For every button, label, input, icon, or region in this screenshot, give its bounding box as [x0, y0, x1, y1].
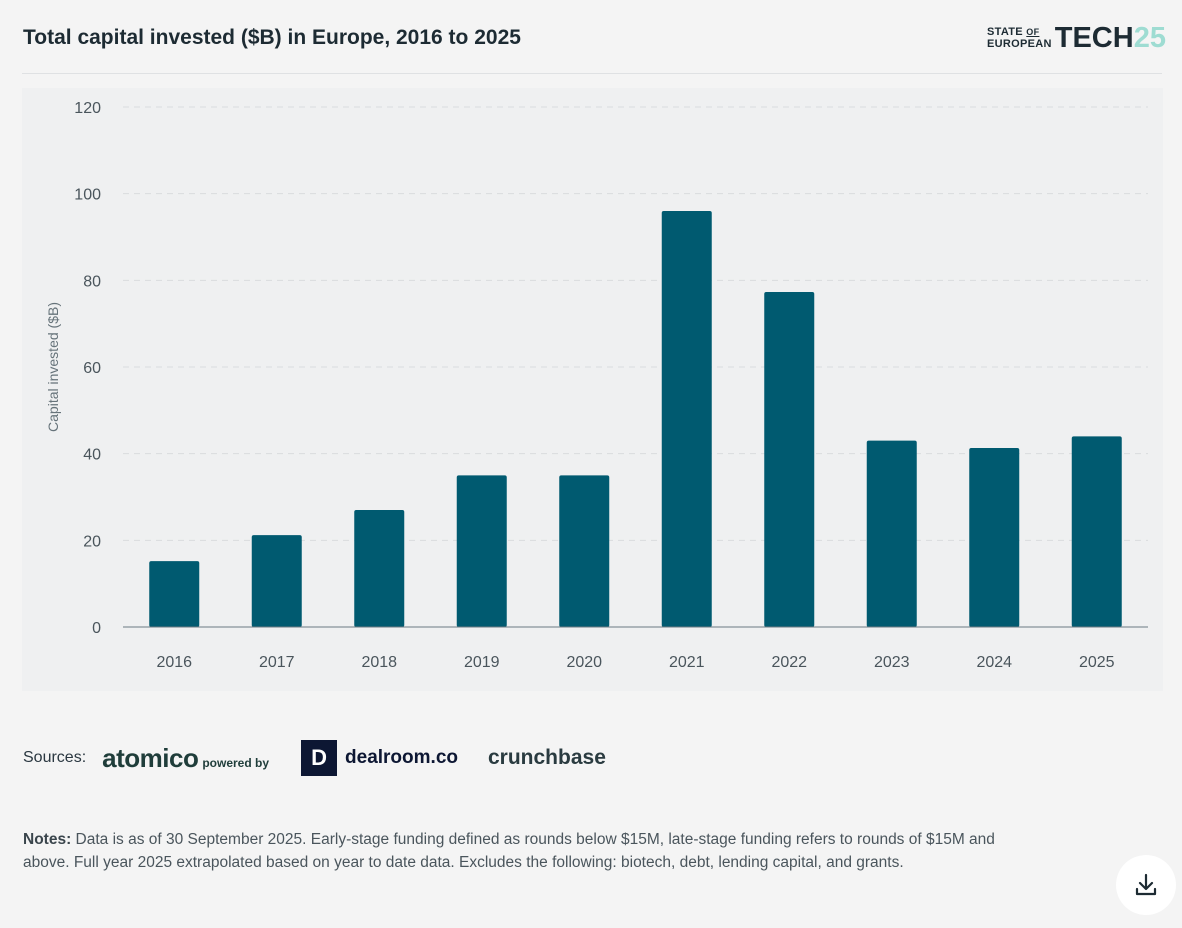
x-tick-label: 2020: [566, 654, 602, 671]
bar-2022: [764, 292, 815, 627]
bar-2017: [251, 535, 302, 627]
download-icon: [1135, 873, 1157, 896]
bar-2025: [1071, 436, 1122, 627]
chart-title: Total capital invested ($B) in Europe, 2…: [23, 26, 521, 49]
crunchbase-logo: crunchbase: [488, 746, 606, 769]
bar-2016: [149, 561, 200, 627]
x-tick-label: 2019: [464, 654, 500, 671]
y-tick-label: 100: [74, 187, 101, 204]
bar-2020: [559, 475, 610, 627]
x-tick-label: 2016: [156, 654, 192, 671]
x-tick-label: 2018: [361, 654, 397, 671]
powered-by-label: powered by: [202, 756, 270, 770]
y-tick-label: 120: [74, 100, 101, 117]
bar-2024: [969, 448, 1020, 627]
y-tick-label: 40: [83, 447, 101, 464]
sources-label: Sources:: [23, 749, 87, 766]
bar-2023: [866, 440, 917, 627]
download-button[interactable]: [1116, 855, 1176, 915]
x-tick-label: 2025: [1079, 654, 1115, 671]
x-tick-label: 2022: [771, 654, 807, 671]
y-tick-label: 60: [83, 360, 101, 377]
y-tick-label: 20: [83, 533, 101, 550]
header-divider: [22, 73, 1162, 74]
bar-2019: [456, 475, 507, 627]
atomico-logo: atomico: [102, 742, 199, 773]
bar-2018: [354, 510, 405, 627]
y-tick-label: 0: [92, 620, 101, 637]
y-tick-label: 80: [83, 273, 101, 290]
dealroom-logo: dealroom.co: [345, 747, 458, 768]
notes: Notes: Data is as of 30 September 2025. …: [23, 831, 995, 871]
bar-2021: [661, 211, 712, 627]
y-axis-label: Capital invested ($B): [45, 302, 61, 432]
x-tick-label: 2023: [874, 654, 910, 671]
sources: Sources: atomico powered by D dealroom.c…: [23, 740, 606, 776]
x-tick-label: 2021: [669, 654, 705, 671]
x-tick-label: 2017: [259, 654, 295, 671]
state-of-european-tech-logo: STATE OF EUROPEAN TECH 25: [987, 22, 1166, 54]
bar-chart: 0 20 40 60 80 100 120 Capital invested ($B) 2016…: [45, 100, 1148, 671]
x-tick-label: 2024: [976, 654, 1012, 671]
dealroom-logo-mark: D: [301, 740, 338, 776]
